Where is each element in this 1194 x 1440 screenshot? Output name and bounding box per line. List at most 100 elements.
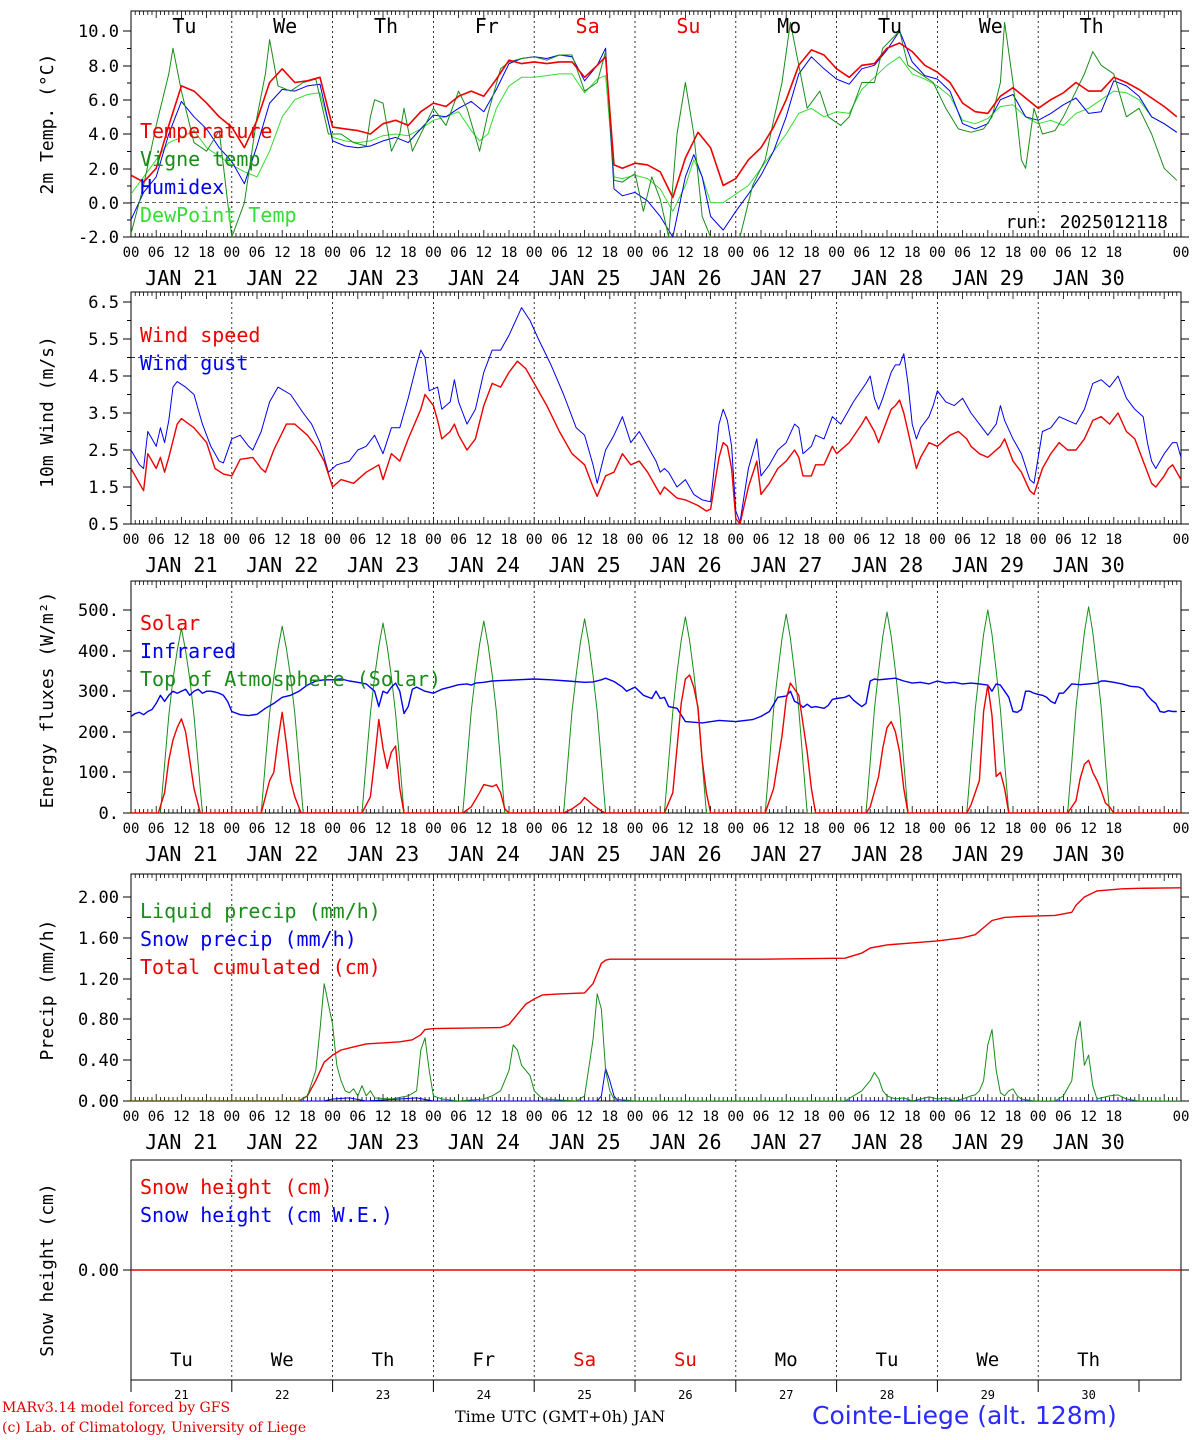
- date-label: JAN 26: [649, 553, 721, 577]
- day-number-label: 21: [174, 1388, 188, 1402]
- legend-entry: Vigne temp: [140, 147, 260, 171]
- hour-tick-label: 06: [954, 532, 971, 548]
- y-tick-label: 8.0: [88, 57, 119, 77]
- hour-tick-label: 12: [375, 1109, 392, 1125]
- hour-tick-label: 18: [1105, 821, 1122, 837]
- legend-entry: Temperature: [140, 119, 272, 143]
- hour-tick-label: 12: [979, 245, 996, 261]
- date-label: JAN 29: [952, 553, 1024, 577]
- hour-tick-label: 18: [1005, 245, 1022, 261]
- hour-tick-label: 00: [828, 532, 845, 548]
- hour-tick-label: 12: [677, 1109, 694, 1125]
- day-number-label: 25: [577, 1388, 591, 1402]
- hour-tick-label: 12: [576, 532, 593, 548]
- weekday-label: We: [979, 14, 1003, 38]
- series-line-liquid-precip-mm-h: [131, 983, 1181, 1101]
- weekday-label: Th: [374, 14, 398, 38]
- weekday-label: Th: [1077, 1349, 1100, 1371]
- hour-tick-label: 06: [954, 245, 971, 261]
- hour-tick-label: 06: [652, 245, 669, 261]
- weekday-label: Su: [676, 14, 700, 38]
- weekday-label: Sa: [573, 1349, 596, 1371]
- hour-tick-label: 18: [501, 245, 518, 261]
- date-label: JAN 28: [851, 1130, 923, 1154]
- hour-tick-label: 18: [803, 1109, 820, 1125]
- legend-entry: Infrared: [140, 639, 236, 663]
- hour-tick-label: 00: [425, 821, 442, 837]
- date-label: JAN 23: [347, 1130, 419, 1154]
- hour-tick-label: 18: [198, 821, 215, 837]
- y-axis-label: Precip (mm/h): [37, 920, 58, 1061]
- day-number-label: 29: [981, 1388, 995, 1402]
- date-label: JAN 28: [851, 553, 923, 577]
- hour-tick-label: 12: [778, 245, 795, 261]
- date-label: JAN 29: [952, 842, 1024, 866]
- hour-tick-label: 00: [425, 245, 442, 261]
- hour-tick-label: 06: [853, 821, 870, 837]
- weekday-label: Tu: [878, 14, 902, 38]
- hour-tick-label: 18: [501, 821, 518, 837]
- hour-tick-label: 00: [1030, 245, 1047, 261]
- hour-tick-label: 00: [1030, 821, 1047, 837]
- hour-tick-label: 12: [677, 821, 694, 837]
- hour-tick-label: 18: [501, 1109, 518, 1125]
- hour-tick-label: 00: [727, 821, 744, 837]
- hour-tick-label: 12: [274, 1109, 291, 1125]
- hour-tick-label: 12: [879, 245, 896, 261]
- date-label: JAN 24: [448, 553, 520, 577]
- hour-tick-label: 06: [349, 1109, 366, 1125]
- legend-entry: Humidex: [140, 175, 224, 199]
- y-tick-label: 4.5: [88, 367, 119, 387]
- hour-tick-label: 12: [1080, 245, 1097, 261]
- series-line-vigne-temp: [131, 21, 1178, 237]
- plot-frame: [130, 291, 1182, 525]
- y-tick-label: 300.: [78, 682, 119, 702]
- y-axis-label: 10m Wind (m/s): [37, 336, 58, 488]
- hour-tick-label: 00: [727, 245, 744, 261]
- hour-tick-label: 18: [198, 532, 215, 548]
- weekday-label: Tu: [170, 1349, 193, 1371]
- date-label: JAN 28: [851, 842, 923, 866]
- y-tick-label: 500.: [78, 601, 119, 621]
- y-tick-label: 6.5: [88, 293, 119, 313]
- hour-tick-label: 12: [1080, 821, 1097, 837]
- chart-panel-2: 0.5 1.5 2.5 3.5 4.5 5.5 6.5 10m Wind (m/s) Wind …: [37, 291, 1189, 577]
- hour-tick-label: 00: [123, 1109, 140, 1125]
- hour-tick-label: 12: [979, 532, 996, 548]
- y-axis-label: 2m Temp. (°C): [37, 54, 58, 195]
- weekday-label: We: [271, 1349, 294, 1371]
- series-line-temperature: [131, 42, 1178, 199]
- hour-tick-label: 06: [853, 532, 870, 548]
- y-tick-label: 3.5: [88, 404, 119, 424]
- hour-tick-label: 06: [853, 1109, 870, 1125]
- hour-tick-label: 00: [1030, 532, 1047, 548]
- y-tick-label: 5.5: [88, 330, 119, 350]
- legend-entry: Total cumulated (cm): [140, 955, 381, 979]
- hour-tick-label: 12: [274, 532, 291, 548]
- weekday-label: Mo: [775, 1349, 798, 1371]
- hour-tick-label: 18: [904, 245, 921, 261]
- series-line-total-cumulated-cm: [131, 887, 1181, 1101]
- hour-tick-label: 00: [324, 245, 341, 261]
- hour-tick-label: 06: [1055, 532, 1072, 548]
- date-label: JAN 25: [548, 1130, 620, 1154]
- y-tick-label: 0.5: [88, 515, 119, 535]
- hour-tick-label: 18: [702, 532, 719, 548]
- date-label: JAN 29: [952, 266, 1024, 290]
- hour-tick-label: 18: [702, 1109, 719, 1125]
- day-number-label: 27: [779, 1388, 793, 1402]
- y-tick-label: 0.0: [88, 194, 119, 214]
- hour-tick-label: 06: [249, 1109, 266, 1125]
- legend-entry: DewPoint Temp: [140, 203, 297, 227]
- hour-tick-label: 18: [1105, 245, 1122, 261]
- hour-tick-label: 00: [727, 1109, 744, 1125]
- date-label: JAN 27: [750, 842, 822, 866]
- hour-tick-label: 12: [879, 1109, 896, 1125]
- hour-tick-label: 06: [349, 821, 366, 837]
- model-credit-label: MARv3.14 model forced by GFS: [2, 1400, 231, 1416]
- series-line-wind-gust: [131, 307, 1181, 523]
- chart-panel-1: -2.0 0.0 2.0 4.0 6.0 8.0 10.0 2m Temp. (°C) Temp…: [37, 10, 1189, 290]
- legend-entry: Snow height (cm): [140, 1175, 333, 1199]
- hour-tick-label: 12: [576, 821, 593, 837]
- hour-tick-label: 12: [677, 532, 694, 548]
